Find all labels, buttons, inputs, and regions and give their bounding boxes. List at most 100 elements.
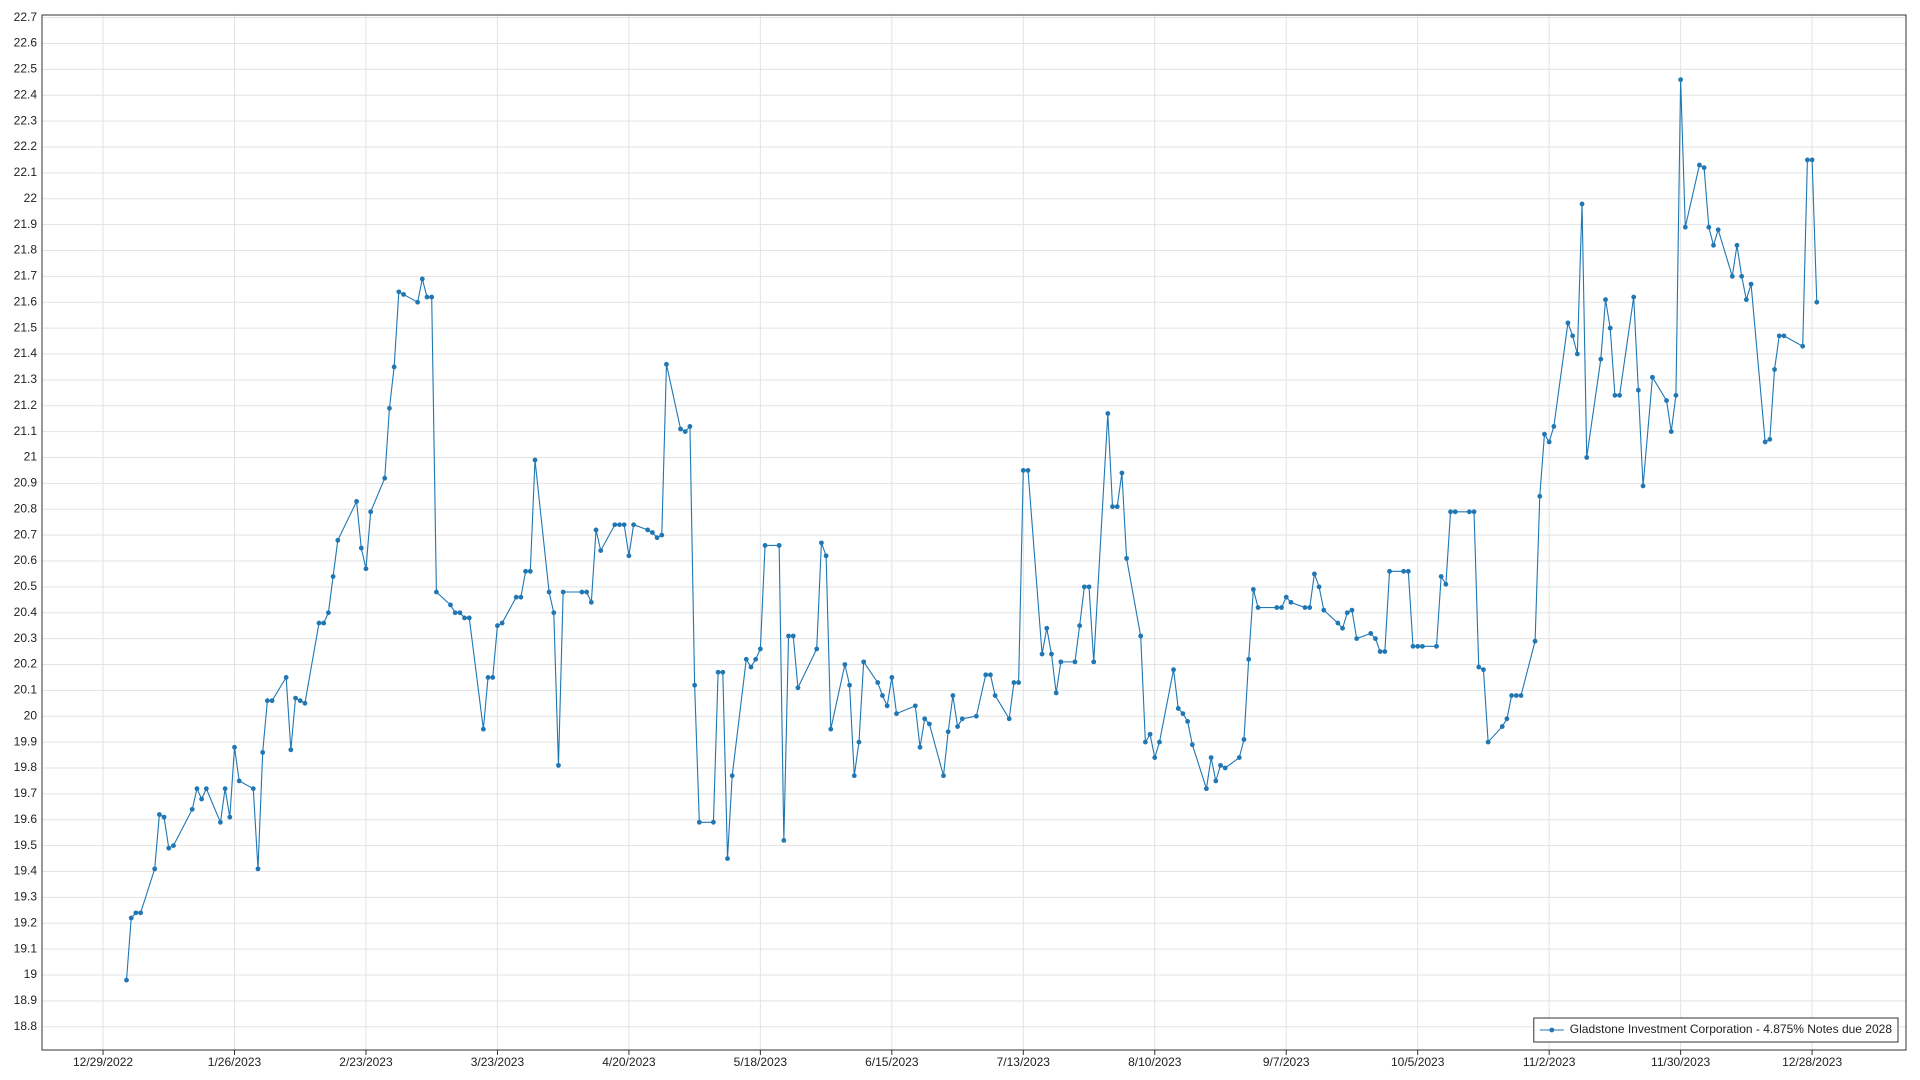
- data-point: [1105, 411, 1111, 416]
- data-point: [748, 664, 754, 670]
- data-point: [1025, 468, 1031, 473]
- data-point: [880, 693, 885, 698]
- data-point: [1476, 664, 1482, 670]
- y-tick-label: 20.4: [14, 605, 38, 619]
- data-point: [396, 289, 402, 295]
- data-point: [1504, 716, 1510, 722]
- data-point: [1546, 439, 1552, 445]
- data-point: [626, 553, 632, 559]
- y-tick-label: 22: [24, 191, 38, 205]
- data-point: [1481, 667, 1486, 673]
- data-point: [302, 700, 308, 706]
- data-point: [621, 522, 627, 528]
- data-point: [1020, 468, 1026, 473]
- y-tick-label: 21.7: [14, 269, 38, 283]
- data-point: [1180, 711, 1186, 717]
- data-point: [654, 535, 660, 541]
- series-line: [125, 79, 1818, 981]
- data-point: [222, 786, 228, 792]
- data-point: [1471, 509, 1477, 515]
- data-point: [1208, 755, 1214, 761]
- data-point: [1218, 762, 1223, 768]
- data-point: [232, 744, 237, 750]
- y-tick-label: 21.1: [14, 424, 38, 438]
- y-tick-label: 19.9: [14, 734, 38, 748]
- legend-marker: [1549, 1027, 1555, 1033]
- data-point: [1485, 739, 1491, 745]
- data-point: [527, 568, 533, 574]
- data-point: [842, 662, 848, 667]
- data-point: [631, 522, 636, 528]
- y-tick-label: 19: [24, 967, 38, 981]
- data-point: [297, 698, 303, 704]
- y-tick-label: 20.6: [14, 553, 38, 567]
- data-point: [466, 615, 472, 621]
- data-point: [1466, 509, 1472, 515]
- data-point: [1743, 297, 1749, 303]
- data-point: [316, 620, 322, 626]
- y-tick-label: 21.9: [14, 217, 38, 231]
- data-point: [124, 977, 129, 983]
- data-point: [1415, 643, 1421, 649]
- data-point: [1668, 429, 1674, 434]
- data-point: [363, 566, 369, 572]
- data-point: [133, 910, 139, 916]
- data-point: [457, 610, 463, 616]
- data-point: [696, 819, 702, 825]
- data-point: [1438, 574, 1444, 579]
- y-tick-label: 21.6: [14, 294, 38, 308]
- data-point: [1279, 605, 1284, 610]
- data-point: [1617, 392, 1622, 398]
- data-point: [236, 778, 242, 784]
- data-point: [1236, 755, 1242, 761]
- y-tick-label: 19.6: [14, 812, 38, 826]
- data-point: [1091, 659, 1097, 665]
- data-point: [612, 522, 618, 528]
- y-tick-label: 22.7: [14, 10, 38, 24]
- data-point: [926, 721, 932, 727]
- data-point: [1678, 77, 1684, 83]
- data-point: [743, 656, 749, 662]
- data-point: [368, 509, 374, 515]
- y-tick-label: 20.2: [14, 657, 38, 671]
- data-point: [851, 773, 857, 779]
- data-point: [1081, 584, 1087, 590]
- data-point: [551, 610, 557, 616]
- y-tick-label: 21.3: [14, 372, 38, 386]
- x-tick-label: 7/13/2023: [997, 1055, 1051, 1069]
- y-tick-label: 20.9: [14, 476, 38, 490]
- plot-border: [41, 14, 1907, 1051]
- data-point: [1016, 680, 1022, 685]
- data-point: [1565, 320, 1571, 326]
- data-point: [490, 675, 496, 680]
- data-point: [790, 633, 796, 639]
- data-point: [1715, 227, 1721, 233]
- data-point: [715, 669, 721, 675]
- data-point: [448, 602, 453, 608]
- y-tick-label: 19.8: [14, 760, 38, 774]
- data-point: [1340, 625, 1345, 631]
- data-point: [1072, 659, 1078, 665]
- data-point: [1344, 610, 1350, 616]
- data-point: [1321, 607, 1327, 613]
- data-point: [729, 773, 735, 779]
- data-point: [941, 773, 946, 779]
- data-point: [1250, 587, 1256, 592]
- data-point: [584, 589, 590, 595]
- data-point: [912, 703, 918, 709]
- data-point: [1518, 693, 1524, 698]
- legend-label: Gladstone Investment Corporation - 4.875…: [1570, 1022, 1893, 1036]
- data-point: [194, 786, 200, 792]
- data-point: [513, 594, 519, 600]
- data-point: [757, 646, 763, 652]
- data-point: [588, 599, 594, 605]
- data-point: [1335, 620, 1341, 626]
- x-tick-label: 11/2/2023: [1523, 1055, 1576, 1069]
- data-point: [725, 856, 730, 861]
- data-point: [1138, 633, 1144, 639]
- data-point: [823, 553, 829, 559]
- data-point: [1204, 786, 1209, 792]
- y-tick-label: 19.1: [14, 941, 38, 955]
- data-point: [203, 786, 209, 792]
